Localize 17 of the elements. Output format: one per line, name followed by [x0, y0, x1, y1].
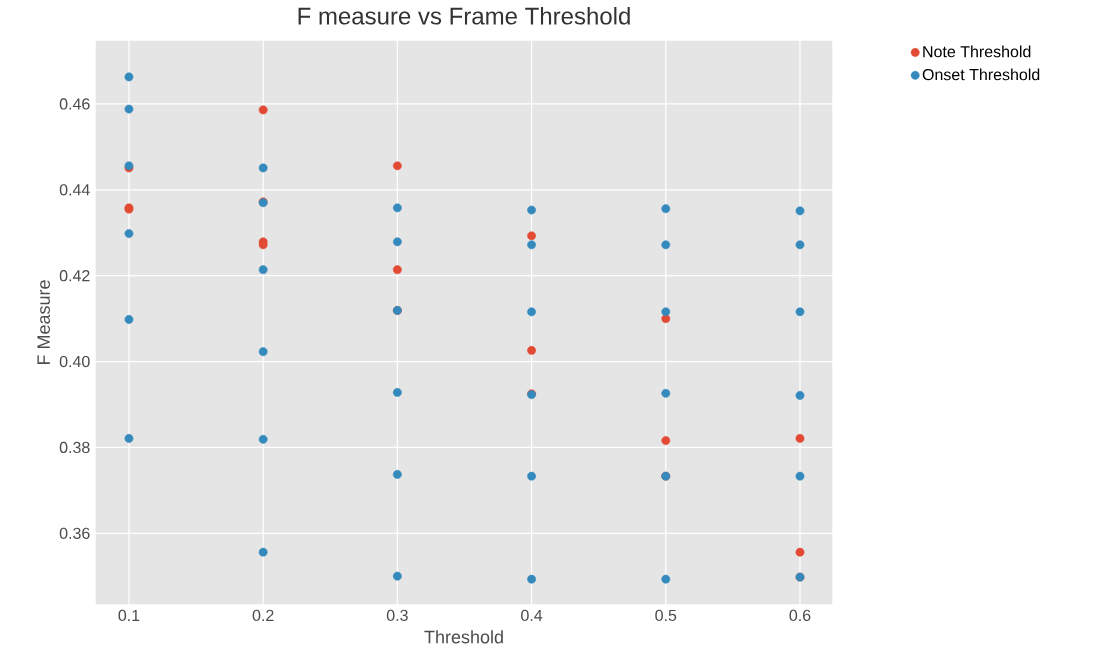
y-tick-label: 0.44 [59, 184, 90, 196]
x-tick-label: 0.5 [655, 609, 677, 622]
x-tick-label: 0.6 [789, 609, 811, 622]
legend-label: Note Threshold [923, 45, 1031, 58]
y-axis-title: F Measure [37, 280, 50, 365]
x-axis-title: Threshold [424, 630, 503, 644]
x-tick-label: 0.3 [386, 609, 408, 622]
chart-title: F measure vs Frame Threshold [298, 6, 630, 25]
y-tick-label: 0.42 [59, 270, 90, 282]
y-tick-label: 0.40 [59, 355, 90, 368]
legend-label: Onset Threshold [922, 68, 1040, 81]
y-tick-label: 0.46 [59, 98, 90, 110]
x-tick-label: 0.1 [118, 609, 140, 622]
x-tick-label: 0.2 [252, 609, 274, 622]
y-tick-label: 0.36 [59, 527, 90, 539]
y-tick-label: 0.38 [59, 441, 90, 454]
x-tick-label: 0.4 [521, 609, 543, 622]
